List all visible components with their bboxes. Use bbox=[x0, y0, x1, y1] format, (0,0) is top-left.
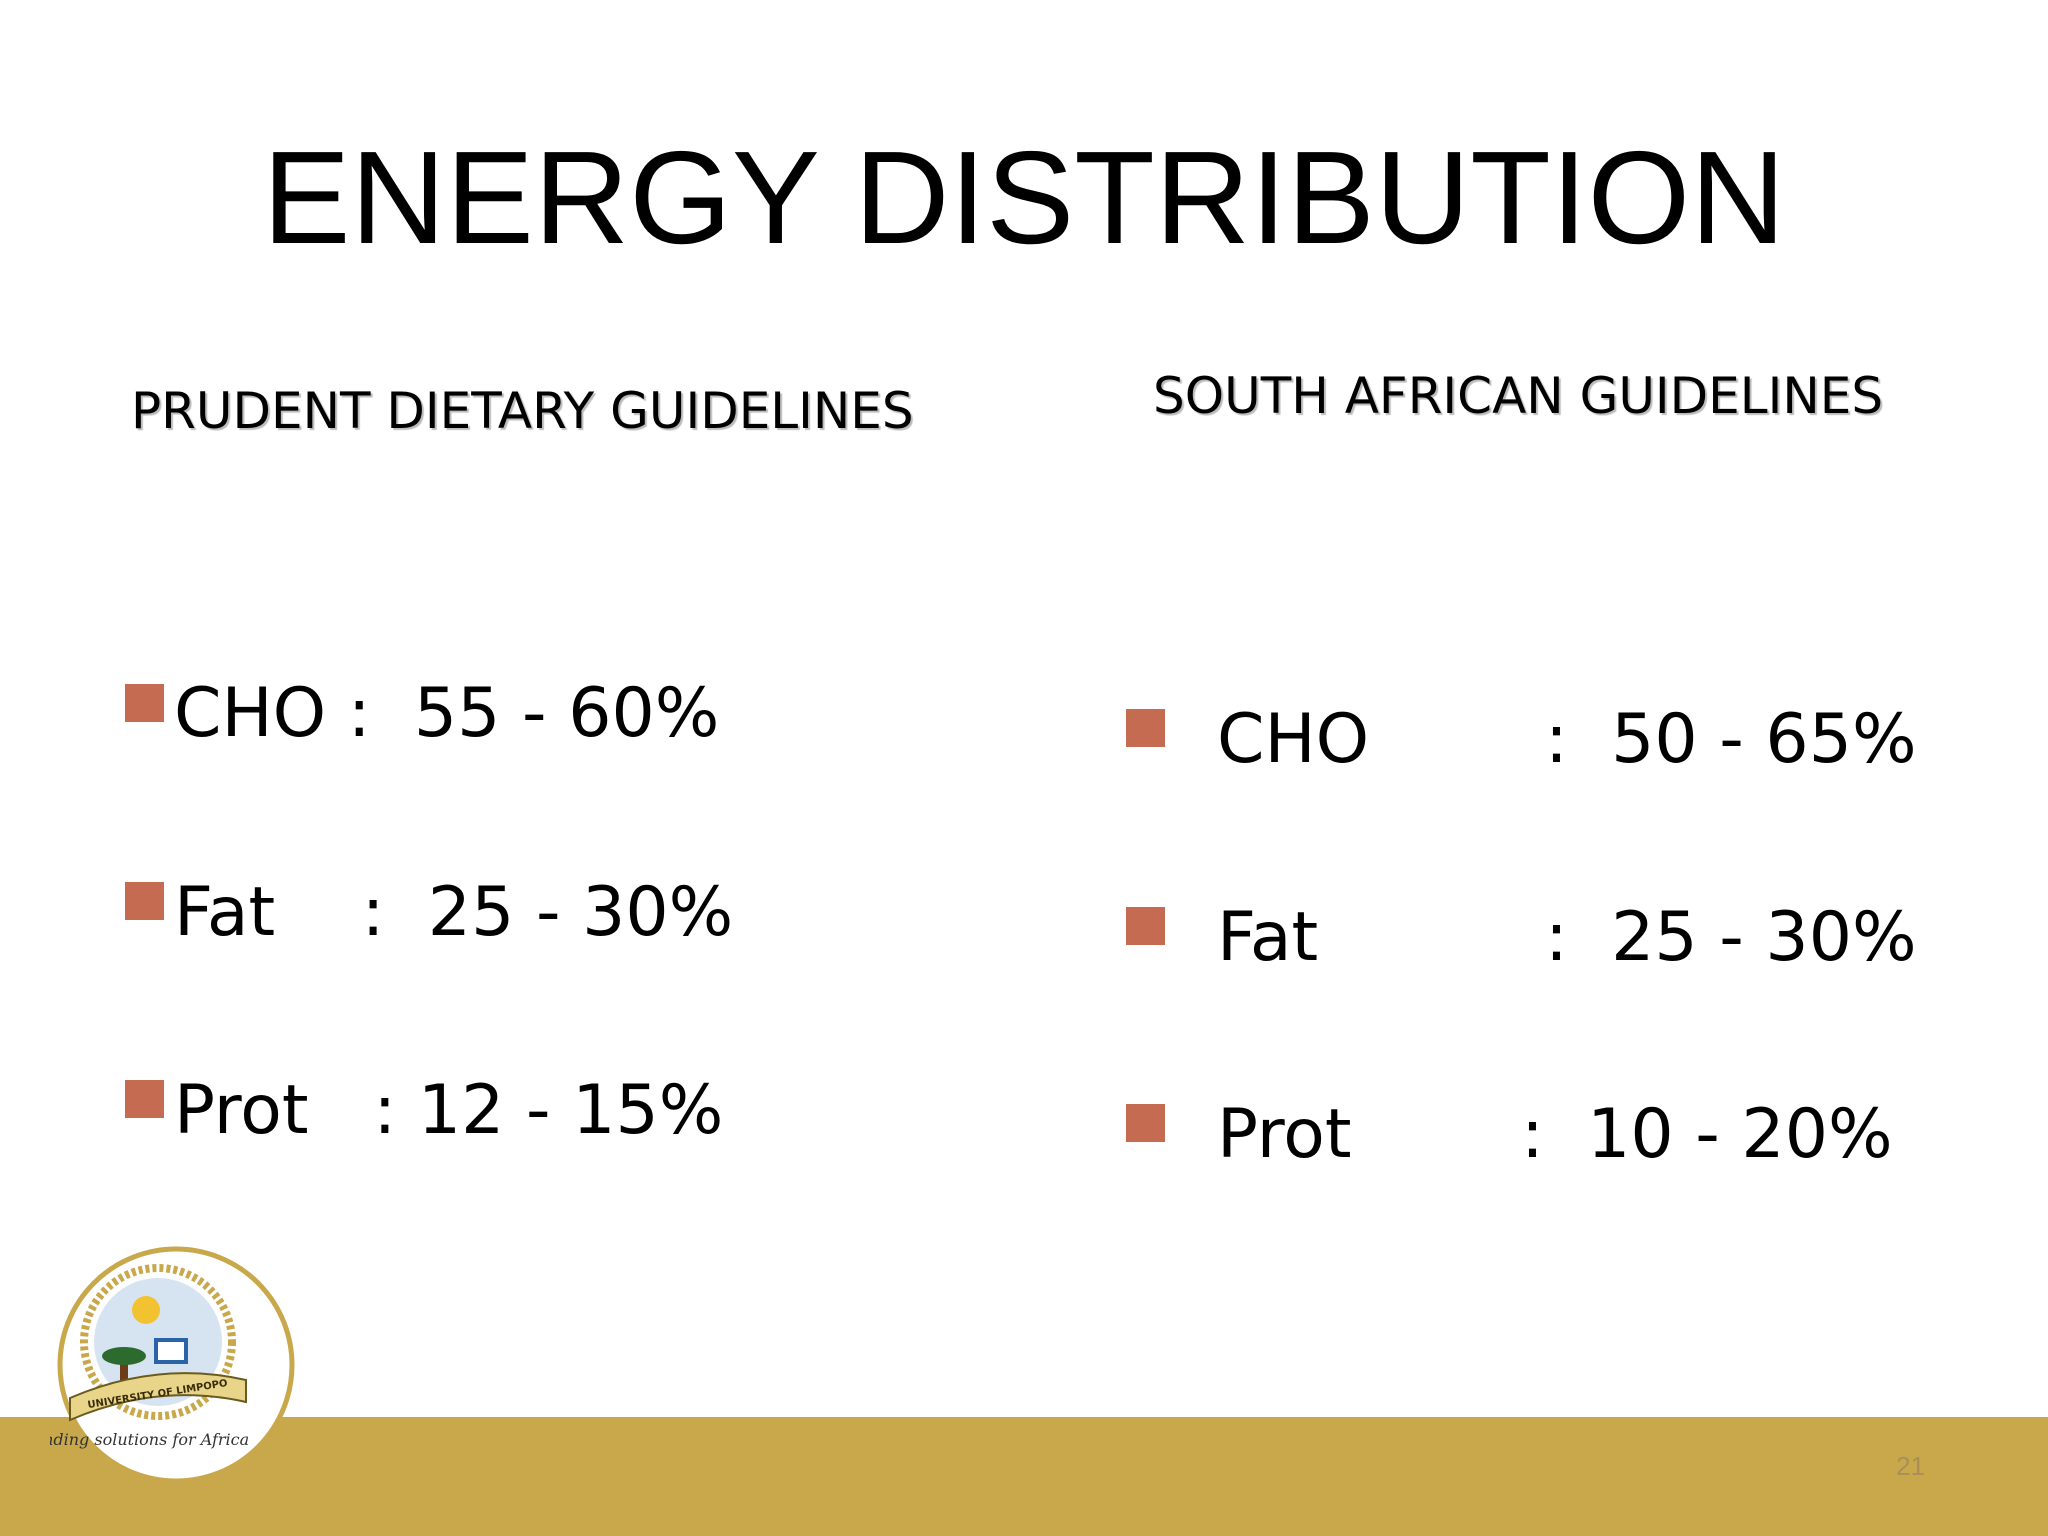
slide-title: ENERGY DISTRIBUTION bbox=[262, 124, 1786, 271]
bullet bbox=[125, 1080, 164, 1118]
footer-band bbox=[0, 1417, 2048, 1536]
page-number: 21 bbox=[1896, 1451, 1925, 1481]
logo-tree bbox=[120, 1360, 128, 1382]
guideline-label: Fat bbox=[1217, 898, 1319, 977]
logo-ribbon bbox=[69, 1372, 247, 1422]
guideline-value: : 50 - 65% bbox=[1545, 700, 1917, 779]
column-heading: PRUDENT DIETARY GUIDELINES bbox=[131, 382, 914, 440]
bullet bbox=[1126, 709, 1165, 747]
bullet bbox=[125, 882, 164, 920]
bullet bbox=[1126, 1104, 1165, 1142]
guideline-label: Prot bbox=[1217, 1095, 1352, 1174]
guideline-item: Prot : 12 - 15% bbox=[174, 1071, 724, 1150]
guideline-item: Fat : 25 - 30% bbox=[174, 873, 734, 952]
guideline-value: : 10 - 20% bbox=[1521, 1095, 1893, 1174]
logo-tree bbox=[102, 1347, 146, 1365]
logo: UNIVERSITY OF LIMPOPO Finding solutions … bbox=[50, 1246, 295, 1484]
logo-motto: Finding solutions for Africa bbox=[50, 1430, 249, 1449]
guideline-item: CHO : 55 - 60% bbox=[174, 674, 720, 753]
bullet bbox=[1126, 907, 1165, 945]
logo-book bbox=[154, 1338, 188, 1364]
logo-sun bbox=[132, 1296, 160, 1324]
logo-seal bbox=[80, 1264, 236, 1420]
guideline-label: CHO bbox=[1217, 700, 1370, 779]
bullet bbox=[125, 684, 164, 722]
guideline-value: : 25 - 30% bbox=[1545, 898, 1917, 977]
column-heading: SOUTH AFRICAN GUIDELINES bbox=[1153, 367, 1884, 425]
